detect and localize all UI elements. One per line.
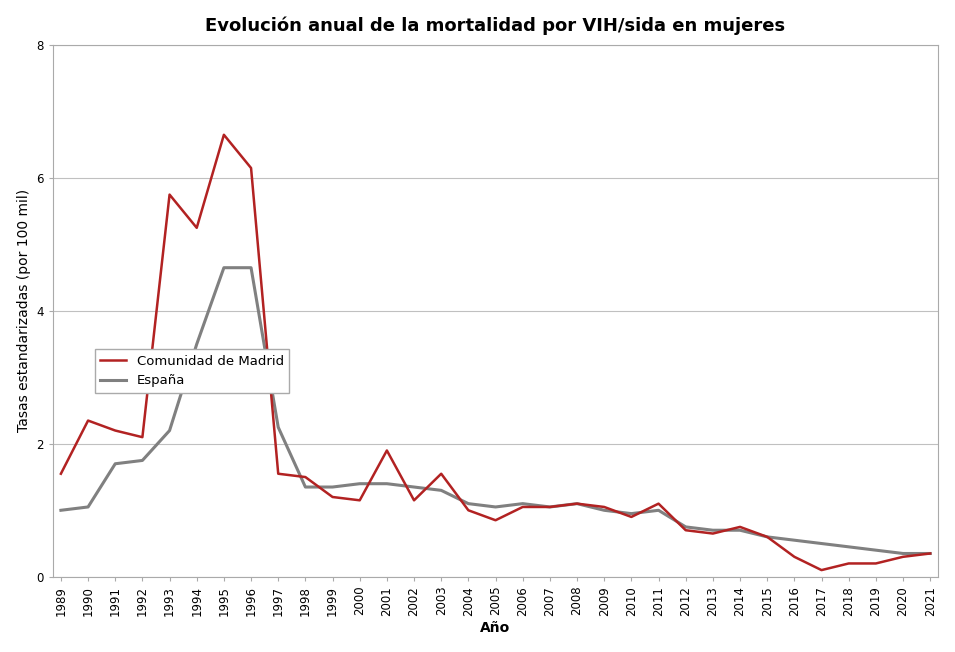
- Comunidad de Madrid: [82, 417, 94, 424]
- España: [843, 543, 855, 551]
- Comunidad de Madrid: [571, 499, 583, 507]
- España: [761, 533, 773, 541]
- Comunidad de Madrid: [435, 470, 447, 478]
- Comunidad de Madrid: [354, 496, 366, 504]
- España: [924, 550, 936, 557]
- España: [354, 480, 366, 488]
- España: [707, 526, 718, 534]
- España: [272, 423, 284, 431]
- España: [137, 456, 148, 464]
- España: [462, 499, 474, 507]
- España: [110, 460, 121, 467]
- España: [218, 264, 229, 272]
- Comunidad de Madrid: [680, 526, 691, 534]
- España: [409, 483, 420, 491]
- Y-axis label: Tasas estandarizadas (por 100 mil): Tasas estandarizadas (por 100 mil): [16, 189, 31, 432]
- Comunidad de Madrid: [462, 507, 474, 514]
- Line: España: España: [61, 268, 930, 554]
- Comunidad de Madrid: [137, 434, 148, 441]
- Comunidad de Madrid: [272, 470, 284, 478]
- X-axis label: Año: Año: [480, 621, 511, 635]
- España: [517, 499, 528, 507]
- España: [789, 537, 800, 544]
- Comunidad de Madrid: [517, 503, 528, 511]
- Comunidad de Madrid: [218, 131, 229, 139]
- Line: Comunidad de Madrid: Comunidad de Madrid: [61, 135, 930, 570]
- España: [626, 510, 637, 518]
- Comunidad de Madrid: [626, 513, 637, 521]
- Comunidad de Madrid: [707, 529, 718, 537]
- Comunidad de Madrid: [110, 426, 121, 434]
- España: [490, 503, 501, 511]
- Comunidad de Madrid: [327, 493, 338, 501]
- Comunidad de Madrid: [898, 553, 909, 561]
- España: [435, 486, 447, 494]
- Comunidad de Madrid: [816, 566, 827, 574]
- España: [300, 483, 311, 491]
- España: [55, 507, 67, 514]
- Comunidad de Madrid: [734, 523, 746, 531]
- Legend: Comunidad de Madrid, España: Comunidad de Madrid, España: [95, 349, 289, 393]
- Comunidad de Madrid: [761, 533, 773, 541]
- España: [544, 503, 556, 511]
- Comunidad de Madrid: [924, 550, 936, 557]
- España: [734, 526, 746, 534]
- España: [680, 523, 691, 531]
- Comunidad de Madrid: [245, 164, 257, 172]
- Comunidad de Madrid: [409, 496, 420, 504]
- Comunidad de Madrid: [544, 503, 556, 511]
- Comunidad de Madrid: [191, 224, 202, 231]
- Comunidad de Madrid: [490, 516, 501, 524]
- España: [164, 426, 176, 434]
- España: [653, 507, 665, 514]
- España: [898, 550, 909, 557]
- Comunidad de Madrid: [653, 499, 665, 507]
- Comunidad de Madrid: [843, 559, 855, 567]
- España: [599, 507, 610, 514]
- España: [245, 264, 257, 272]
- España: [191, 340, 202, 348]
- Comunidad de Madrid: [870, 559, 881, 567]
- Comunidad de Madrid: [381, 447, 393, 454]
- España: [82, 503, 94, 511]
- España: [870, 546, 881, 554]
- Comunidad de Madrid: [300, 473, 311, 481]
- España: [571, 499, 583, 507]
- Comunidad de Madrid: [599, 503, 610, 511]
- España: [327, 483, 338, 491]
- Title: Evolución anual de la mortalidad por VIH/sida en mujeres: Evolución anual de la mortalidad por VIH…: [205, 17, 786, 35]
- Comunidad de Madrid: [55, 470, 67, 478]
- España: [816, 540, 827, 548]
- Comunidad de Madrid: [164, 190, 176, 198]
- España: [381, 480, 393, 488]
- Comunidad de Madrid: [789, 553, 800, 561]
